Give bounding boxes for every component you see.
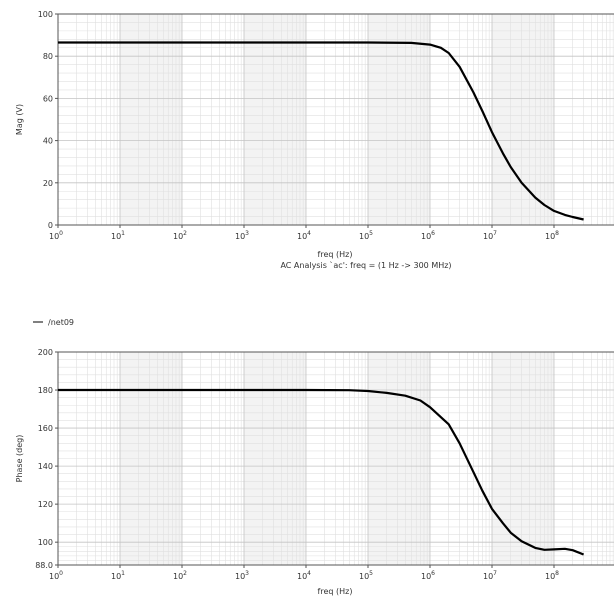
x-tick-label: 100 — [49, 230, 63, 241]
x-tick-label: 103 — [235, 230, 249, 241]
decade-band — [244, 14, 306, 225]
y-axis-label: Phase (deg) — [15, 435, 24, 483]
y-axis-label: Mag (V) — [15, 104, 24, 135]
x-tick-label: 100 — [49, 570, 63, 581]
x-tick-label: 105 — [359, 570, 373, 581]
x-tick-label: 106 — [421, 230, 435, 241]
y-tick-label: 160 — [38, 424, 53, 433]
y-tick-label: 40 — [43, 137, 53, 146]
x-tick-label: 108 — [545, 570, 559, 581]
x-tick-label: 105 — [359, 230, 373, 241]
x-tick-label: 107 — [483, 230, 497, 241]
y-tick-label: 20 — [43, 179, 53, 188]
series-line — [58, 41, 584, 221]
x-tick-label: 107 — [483, 570, 497, 581]
y-tick-label: 80 — [43, 52, 53, 61]
x-axis-label: freq (Hz) — [318, 587, 353, 596]
decade-band — [120, 14, 182, 225]
y-tick-label: 60 — [43, 94, 53, 103]
decade-band — [492, 14, 554, 225]
x-tick-label: 103 — [235, 570, 249, 581]
y-tick-label: 88.0 — [35, 561, 53, 570]
y-tick-label: 180 — [38, 386, 53, 395]
legend-label: /net09 — [48, 318, 74, 327]
x-tick-label: 104 — [297, 570, 311, 581]
y-tick-label: 0 — [48, 221, 53, 230]
x-tick-label: 101 — [111, 570, 125, 581]
x-tick-label: 102 — [173, 570, 187, 581]
y-tick-label: 100 — [38, 538, 53, 547]
series-line — [58, 388, 585, 556]
x-tick-label: 108 — [545, 230, 559, 241]
analysis-caption: AC Analysis `ac': freq = (1 Hz -> 300 MH… — [280, 260, 451, 270]
x-tick-label: 102 — [173, 230, 187, 241]
x-tick-label: 101 — [111, 230, 125, 241]
x-axis-label: freq (Hz) — [318, 250, 353, 259]
y-tick-label: 100 — [38, 10, 53, 19]
x-tick-label: 104 — [297, 230, 311, 241]
x-tick-label: 106 — [421, 570, 435, 581]
y-tick-label: 120 — [38, 500, 53, 509]
decade-band — [368, 14, 430, 225]
y-tick-label: 140 — [38, 462, 53, 471]
y-tick-label: 200 — [38, 348, 53, 357]
legend[interactable]: /net09 — [33, 318, 74, 327]
magnitude-plot: 0 20 40 60 80 100 100 101 102 103 104 105 106 107 108 f… — [15, 10, 614, 259]
